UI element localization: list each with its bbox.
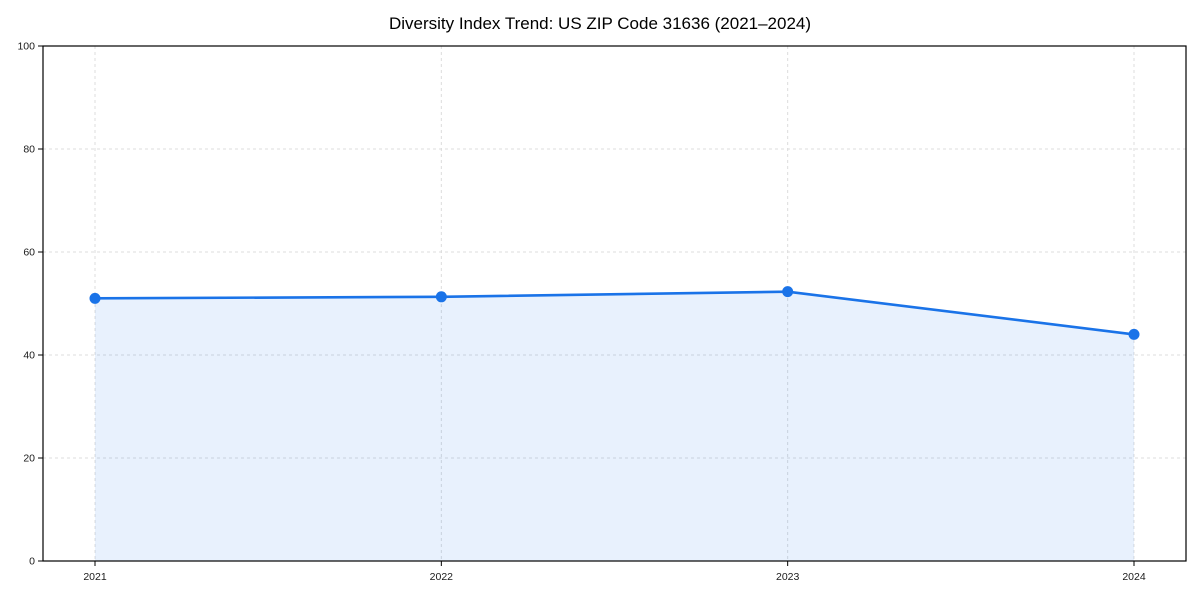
chart-title: Diversity Index Trend: US ZIP Code 31636… xyxy=(388,14,812,33)
data-point-2024 xyxy=(1128,328,1140,340)
data-point-2022 xyxy=(435,291,447,303)
y-tick-label: 60 xyxy=(23,247,35,259)
y-tick-label: 20 xyxy=(23,453,35,465)
y-tick-label: 80 xyxy=(23,144,35,156)
y-tick-label: 0 xyxy=(29,556,35,568)
x-tick-label: 2023 xyxy=(776,571,800,583)
data-point-2023 xyxy=(782,286,794,298)
x-tick-label: 2021 xyxy=(83,571,107,583)
x-tick-label: 2024 xyxy=(1122,571,1146,583)
y-tick-label: 100 xyxy=(17,41,35,53)
plot-border xyxy=(42,45,1187,562)
trend-line xyxy=(93,290,1136,336)
data-point-2021 xyxy=(89,292,101,304)
area-fill xyxy=(95,291,1134,561)
x-tick-label: 2022 xyxy=(430,571,454,583)
y-tick-label: 40 xyxy=(23,350,35,362)
